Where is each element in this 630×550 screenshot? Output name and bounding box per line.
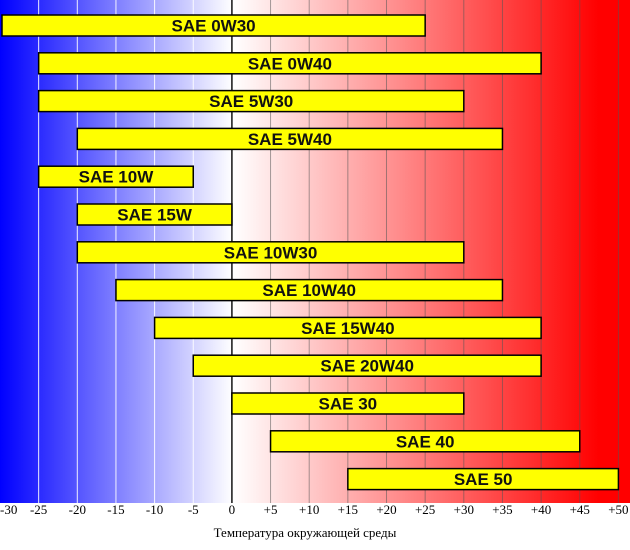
tick-label: +40 — [531, 502, 551, 517]
bar-group: SAE 40 — [269, 430, 581, 453]
bar-group: SAE 10W40 — [115, 278, 504, 302]
bar-label: SAE 0W30 — [172, 17, 256, 36]
bar-label: SAE 0W40 — [248, 54, 332, 73]
bar — [269, 430, 581, 453]
bar-label: SAE 10W — [79, 168, 155, 187]
tick-label: -25 — [30, 502, 47, 517]
tick-label: +25 — [415, 502, 435, 517]
bar-label: SAE 15W — [117, 206, 193, 225]
bar-group: SAE 0W30 — [1, 14, 426, 37]
tick-label: +30 — [454, 502, 474, 517]
bar-group: SAE 50 — [347, 467, 620, 491]
tick-label: +10 — [299, 502, 319, 517]
bar-group: SAE 0W40 — [37, 52, 542, 75]
bar-group: SAE 10W30 — [76, 241, 465, 264]
bar-label: SAE 30 — [319, 395, 378, 414]
bar-group: SAE 5W30 — [37, 89, 465, 113]
tick-label: -30 — [0, 502, 17, 517]
tick-label: +20 — [376, 502, 396, 517]
bar-label: SAE 20W40 — [320, 357, 414, 376]
bar-group: SAE 10W — [37, 165, 195, 188]
bar — [37, 165, 195, 188]
x-axis-title: Температура окружающей среды — [214, 525, 397, 540]
bar-group: SAE 15W — [76, 203, 233, 226]
tick-label: +50 — [608, 502, 628, 517]
bar — [115, 278, 504, 302]
bar-group: SAE 15W40 — [153, 316, 542, 340]
bar-group: SAE 5W40 — [76, 127, 504, 151]
bar — [76, 203, 233, 226]
bar — [1, 14, 426, 37]
bar — [347, 467, 620, 491]
tick-label: -5 — [188, 502, 199, 517]
tick-label: +15 — [338, 502, 358, 517]
tick-label: +35 — [492, 502, 512, 517]
bar-label: SAE 5W30 — [209, 92, 293, 111]
bar-label: SAE 15W40 — [301, 319, 395, 338]
bar — [231, 392, 465, 415]
bar — [37, 89, 465, 113]
bars: SAE 0W30 SAE 0W40 SAE 5W30 SAE 5W40 SAE 10W S… — [1, 14, 620, 491]
bar-label: SAE 5W40 — [248, 130, 332, 149]
bar — [153, 316, 542, 340]
bar-group: SAE 30 — [231, 392, 465, 415]
bar — [37, 52, 542, 75]
tick-label: -20 — [69, 502, 86, 517]
bar-group: SAE 20W40 — [192, 354, 542, 377]
tick-label: -10 — [146, 502, 163, 517]
tick-label: +45 — [570, 502, 590, 517]
tick-label: +5 — [264, 502, 278, 517]
bar-label: SAE 10W30 — [224, 243, 318, 262]
bar-label: SAE 50 — [454, 470, 513, 489]
x-axis-ticks: -30 -25 -20 -15 -10 -5 0 +5 +10 +15 +20 +25 +30 +35 +4… — [0, 502, 629, 517]
bar — [76, 241, 465, 264]
bar-label: SAE 40 — [396, 432, 455, 451]
tick-label: -15 — [107, 502, 124, 517]
bar — [76, 127, 504, 151]
tick-label: 0 — [229, 502, 236, 517]
bar — [192, 354, 542, 377]
bar-label: SAE 10W40 — [262, 281, 356, 300]
